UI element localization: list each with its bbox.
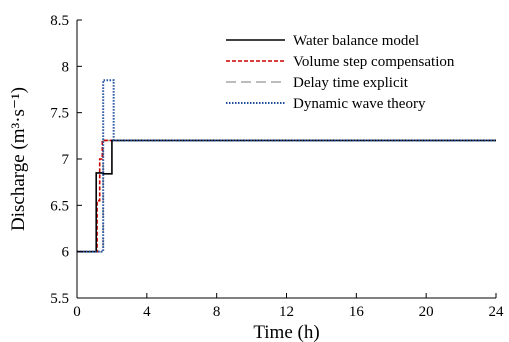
legend-label: Delay time explicit bbox=[293, 75, 409, 91]
legend-label: Water balance model bbox=[293, 33, 419, 49]
y-tick-label: 5.5 bbox=[50, 291, 69, 307]
series-lines bbox=[77, 79, 496, 253]
y-tick-label: 7 bbox=[62, 152, 70, 168]
legend-label: Volume step compensation bbox=[293, 54, 455, 70]
legend: Water balance model Volume step compensat… bbox=[226, 33, 455, 112]
x-tick-label: 12 bbox=[279, 304, 294, 320]
series-line bbox=[77, 139, 496, 253]
x-tick-label: 4 bbox=[143, 304, 151, 320]
x-tick-label: 16 bbox=[349, 304, 365, 320]
x-tick-label: 0 bbox=[73, 304, 81, 320]
y-tick-label: 6 bbox=[62, 245, 70, 261]
y-axis-label: Discharge (m³·s⁻¹) bbox=[8, 87, 29, 231]
y-tick-label: 7.5 bbox=[50, 106, 69, 122]
series-line bbox=[77, 139, 496, 253]
y-ticks: 5.5 6 6.5 7 7.5 8 8.5 bbox=[50, 13, 82, 307]
x-ticks: 0 4 8 12 16 20 24 bbox=[73, 293, 504, 320]
y-tick-label: 8.5 bbox=[50, 13, 69, 29]
x-tick-label: 20 bbox=[419, 304, 434, 320]
x-tick-label: 24 bbox=[489, 304, 505, 320]
y-tick-label: 6.5 bbox=[50, 198, 69, 214]
x-tick-label: 8 bbox=[213, 304, 221, 320]
series-line bbox=[77, 79, 496, 253]
series-line bbox=[77, 139, 496, 253]
x-axis-label: Time (h) bbox=[253, 322, 319, 342]
legend-label: Dynamic wave theory bbox=[293, 96, 426, 112]
y-tick-label: 8 bbox=[62, 59, 70, 75]
